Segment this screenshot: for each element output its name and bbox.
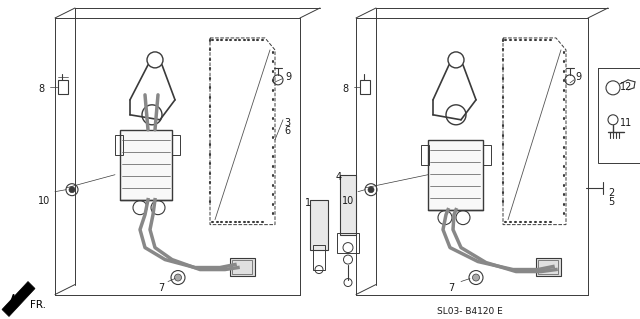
Bar bbox=[360, 80, 370, 94]
Text: 5: 5 bbox=[608, 197, 614, 207]
Circle shape bbox=[368, 187, 374, 193]
Bar bbox=[340, 175, 356, 234]
Circle shape bbox=[69, 187, 75, 193]
Bar bbox=[483, 145, 491, 165]
Bar bbox=[313, 245, 325, 270]
Bar bbox=[120, 130, 172, 200]
Bar bbox=[232, 260, 252, 274]
Bar bbox=[230, 257, 255, 276]
Text: 2: 2 bbox=[608, 188, 614, 198]
Text: 3: 3 bbox=[284, 118, 290, 128]
Bar bbox=[58, 80, 68, 94]
Text: 7: 7 bbox=[448, 283, 454, 293]
Bar bbox=[536, 257, 561, 276]
Bar bbox=[538, 260, 558, 274]
Bar bbox=[428, 140, 483, 210]
Text: 1: 1 bbox=[305, 198, 311, 208]
Text: 9: 9 bbox=[575, 72, 581, 82]
Text: SL03- B4120 E: SL03- B4120 E bbox=[437, 308, 503, 316]
Text: 6: 6 bbox=[284, 126, 290, 136]
Text: 9: 9 bbox=[285, 72, 291, 82]
Text: 10: 10 bbox=[342, 196, 355, 206]
Bar bbox=[115, 135, 123, 155]
Text: 4: 4 bbox=[336, 172, 342, 182]
Bar bbox=[337, 233, 359, 253]
Circle shape bbox=[472, 274, 479, 281]
Bar bbox=[421, 145, 429, 165]
Bar bbox=[172, 135, 180, 155]
Bar bbox=[598, 68, 640, 163]
Text: 10: 10 bbox=[38, 196, 51, 206]
Text: FR.: FR. bbox=[30, 300, 46, 309]
Text: 11: 11 bbox=[620, 118, 632, 128]
Text: 7: 7 bbox=[158, 283, 164, 293]
Text: 8: 8 bbox=[38, 84, 44, 94]
Text: 12: 12 bbox=[620, 82, 632, 92]
Circle shape bbox=[175, 274, 182, 281]
Polygon shape bbox=[2, 282, 35, 316]
Text: 8: 8 bbox=[342, 84, 348, 94]
Bar bbox=[310, 200, 328, 249]
